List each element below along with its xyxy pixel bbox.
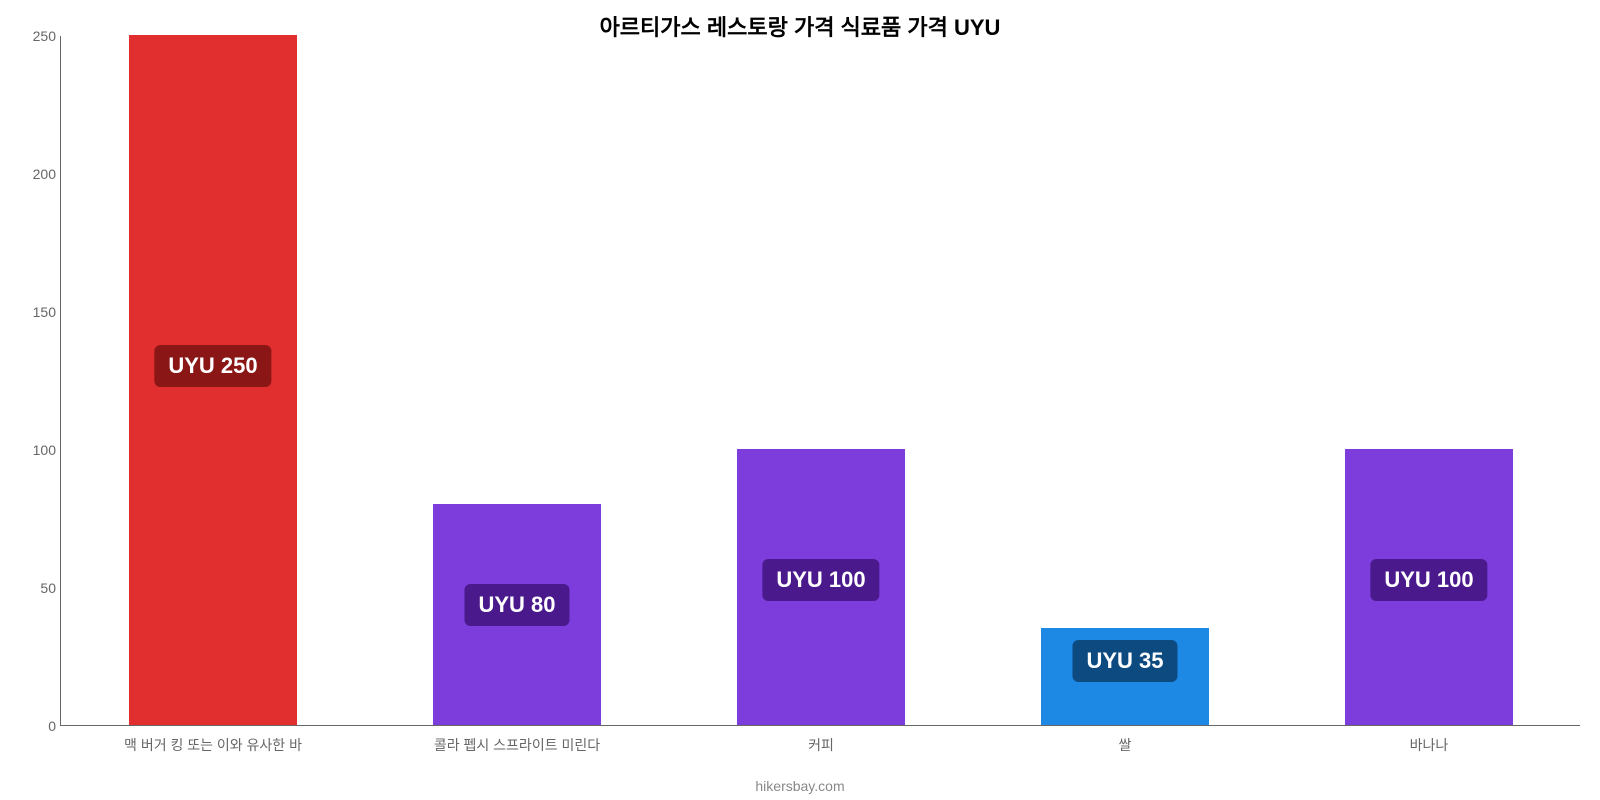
bar-slot: UYU 250맥 버거 킹 또는 이와 유사한 바	[61, 36, 365, 725]
y-tick-label: 100	[20, 442, 56, 458]
x-tick-label: 맥 버거 킹 또는 이와 유사한 바	[61, 725, 365, 755]
plot-area: UYU 250맥 버거 킹 또는 이와 유사한 바UYU 80콜라 펩시 스프라…	[60, 36, 1580, 726]
y-axis: 050100150200250	[20, 36, 60, 726]
bar-slot: UYU 100바나나	[1277, 36, 1581, 725]
y-tick-label: 200	[20, 166, 56, 182]
value-badge: UYU 100	[762, 559, 879, 601]
value-badge: UYU 80	[464, 584, 569, 626]
y-tick-label: 0	[20, 718, 56, 734]
value-badge: UYU 35	[1072, 640, 1177, 682]
x-tick-label: 콜라 펩시 스프라이트 미린다	[365, 725, 669, 755]
y-tick-label: 250	[20, 28, 56, 44]
value-badge: UYU 250	[154, 345, 271, 387]
bar-slot: UYU 100커피	[669, 36, 973, 725]
value-badge: UYU 100	[1370, 559, 1487, 601]
bar-slot: UYU 80콜라 펩시 스프라이트 미린다	[365, 36, 669, 725]
x-tick-label: 쌀	[973, 725, 1277, 755]
bar-slot: UYU 35쌀	[973, 36, 1277, 725]
attribution-text: hikersbay.com	[0, 778, 1600, 794]
y-tick-label: 150	[20, 304, 56, 320]
x-tick-label: 바나나	[1277, 725, 1581, 755]
chart-area: 050100150200250 UYU 250맥 버거 킹 또는 이와 유사한 …	[60, 36, 1580, 726]
y-tick-label: 50	[20, 580, 56, 596]
x-tick-label: 커피	[669, 725, 973, 755]
